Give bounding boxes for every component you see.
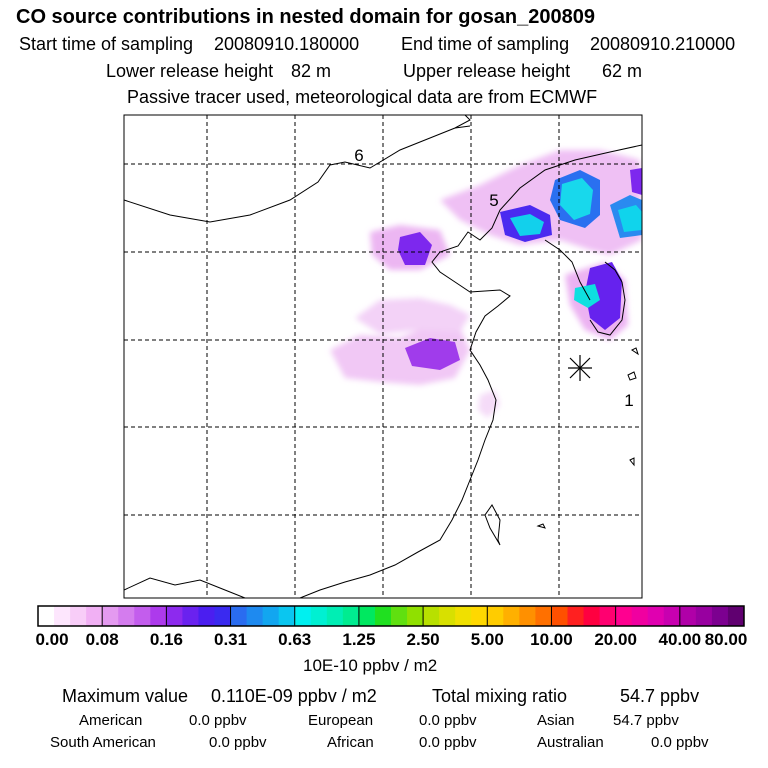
start-time-label: Start time of sampling <box>19 34 194 54</box>
region-asian-name: Asian <box>537 712 575 729</box>
colorbar-units: 10E-10 ppbv / m2 <box>303 656 438 675</box>
blob-1 <box>398 232 432 265</box>
end-time-label: End time of sampling <box>401 34 570 54</box>
star-icon <box>568 355 592 381</box>
total-mixing-label: Total mixing ratio <box>432 686 568 706</box>
region-american-name: American <box>79 712 143 729</box>
colorbar-tick-label: 0.31 <box>213 630 248 649</box>
lower-release-label: Lower release height <box>106 61 274 81</box>
upper-release-value: 62 m <box>602 61 643 81</box>
blob-7 <box>630 168 642 195</box>
region-european-value: 0.0 ppbv <box>419 712 477 729</box>
graticule <box>124 115 642 598</box>
blob-3-core <box>510 214 544 236</box>
total-mixing-value: 54.7 ppbv <box>620 686 700 706</box>
region-african-value: 0.0 ppbv <box>419 734 477 751</box>
border-tick <box>454 125 471 129</box>
coast-china <box>299 144 642 598</box>
region-south-american-value: 0.0 ppbv <box>209 734 267 751</box>
map-frame <box>123 114 643 599</box>
max-value-label: Maximum value <box>62 686 189 706</box>
colorbar-tick-label: 40.00 <box>658 630 702 649</box>
model-note: Passive tracer used, meteorological data… <box>127 87 598 107</box>
region-australian-value: 0.0 ppbv <box>651 734 709 751</box>
colorbar-tick-label: 0.63 <box>278 630 312 649</box>
border-southwest <box>124 577 246 598</box>
region-european-name: European <box>308 712 374 729</box>
island-2 <box>631 347 639 356</box>
blob-6-core <box>574 284 600 308</box>
colorbar-tick-label: 0.08 <box>85 630 119 649</box>
lower-release-value: 82 m <box>291 61 332 81</box>
coast-taiwan <box>484 504 501 546</box>
colorbar-tick-label: 10.00 <box>530 630 573 649</box>
region-asian-value: 54.7 ppbv <box>613 712 679 729</box>
max-value: 0.110E-09 ppbv / m2 <box>211 686 377 706</box>
page-title: CO source contributions in nested domain… <box>16 6 596 28</box>
coast-korea <box>589 261 626 336</box>
island-1 <box>627 371 637 381</box>
trajectory-label-6: 6 <box>354 146 363 165</box>
map-panel: 6 5 1 <box>123 114 643 599</box>
colorbar-tick-label: 5.00 <box>470 630 504 649</box>
trajectory-label-5: 5 <box>489 191 498 210</box>
blob-2 <box>405 338 460 370</box>
colorbar-tick-label: 0.00 <box>35 630 69 649</box>
start-time-value: 20080910.180000 <box>214 34 360 54</box>
blob-4-core <box>560 178 593 220</box>
upper-release-label: Upper release height <box>403 61 571 81</box>
blob-5-core <box>618 205 642 232</box>
region-south-american-name: South American <box>50 734 156 751</box>
region-african-name: African <box>327 734 374 751</box>
colorbar-tick-label: 1.25 <box>342 630 376 649</box>
colorbar-tick-label: 20.00 <box>594 630 637 649</box>
island-3 <box>629 457 635 467</box>
colorbar-tick-label: 2.50 <box>406 630 440 649</box>
end-time-value: 20080910.210000 <box>590 34 736 54</box>
plume-mid <box>355 298 470 334</box>
colorbar-tick-label: 80.00 <box>704 630 748 649</box>
trajectory-label-1: 1 <box>624 391 633 410</box>
region-american-value: 0.0 ppbv <box>189 712 247 729</box>
blob-6 <box>585 262 622 330</box>
island-4 <box>536 523 546 529</box>
colorbar-tick-label: 0.16 <box>149 630 183 649</box>
coast-bay <box>544 239 591 301</box>
region-australian-name: Australian <box>537 734 604 751</box>
